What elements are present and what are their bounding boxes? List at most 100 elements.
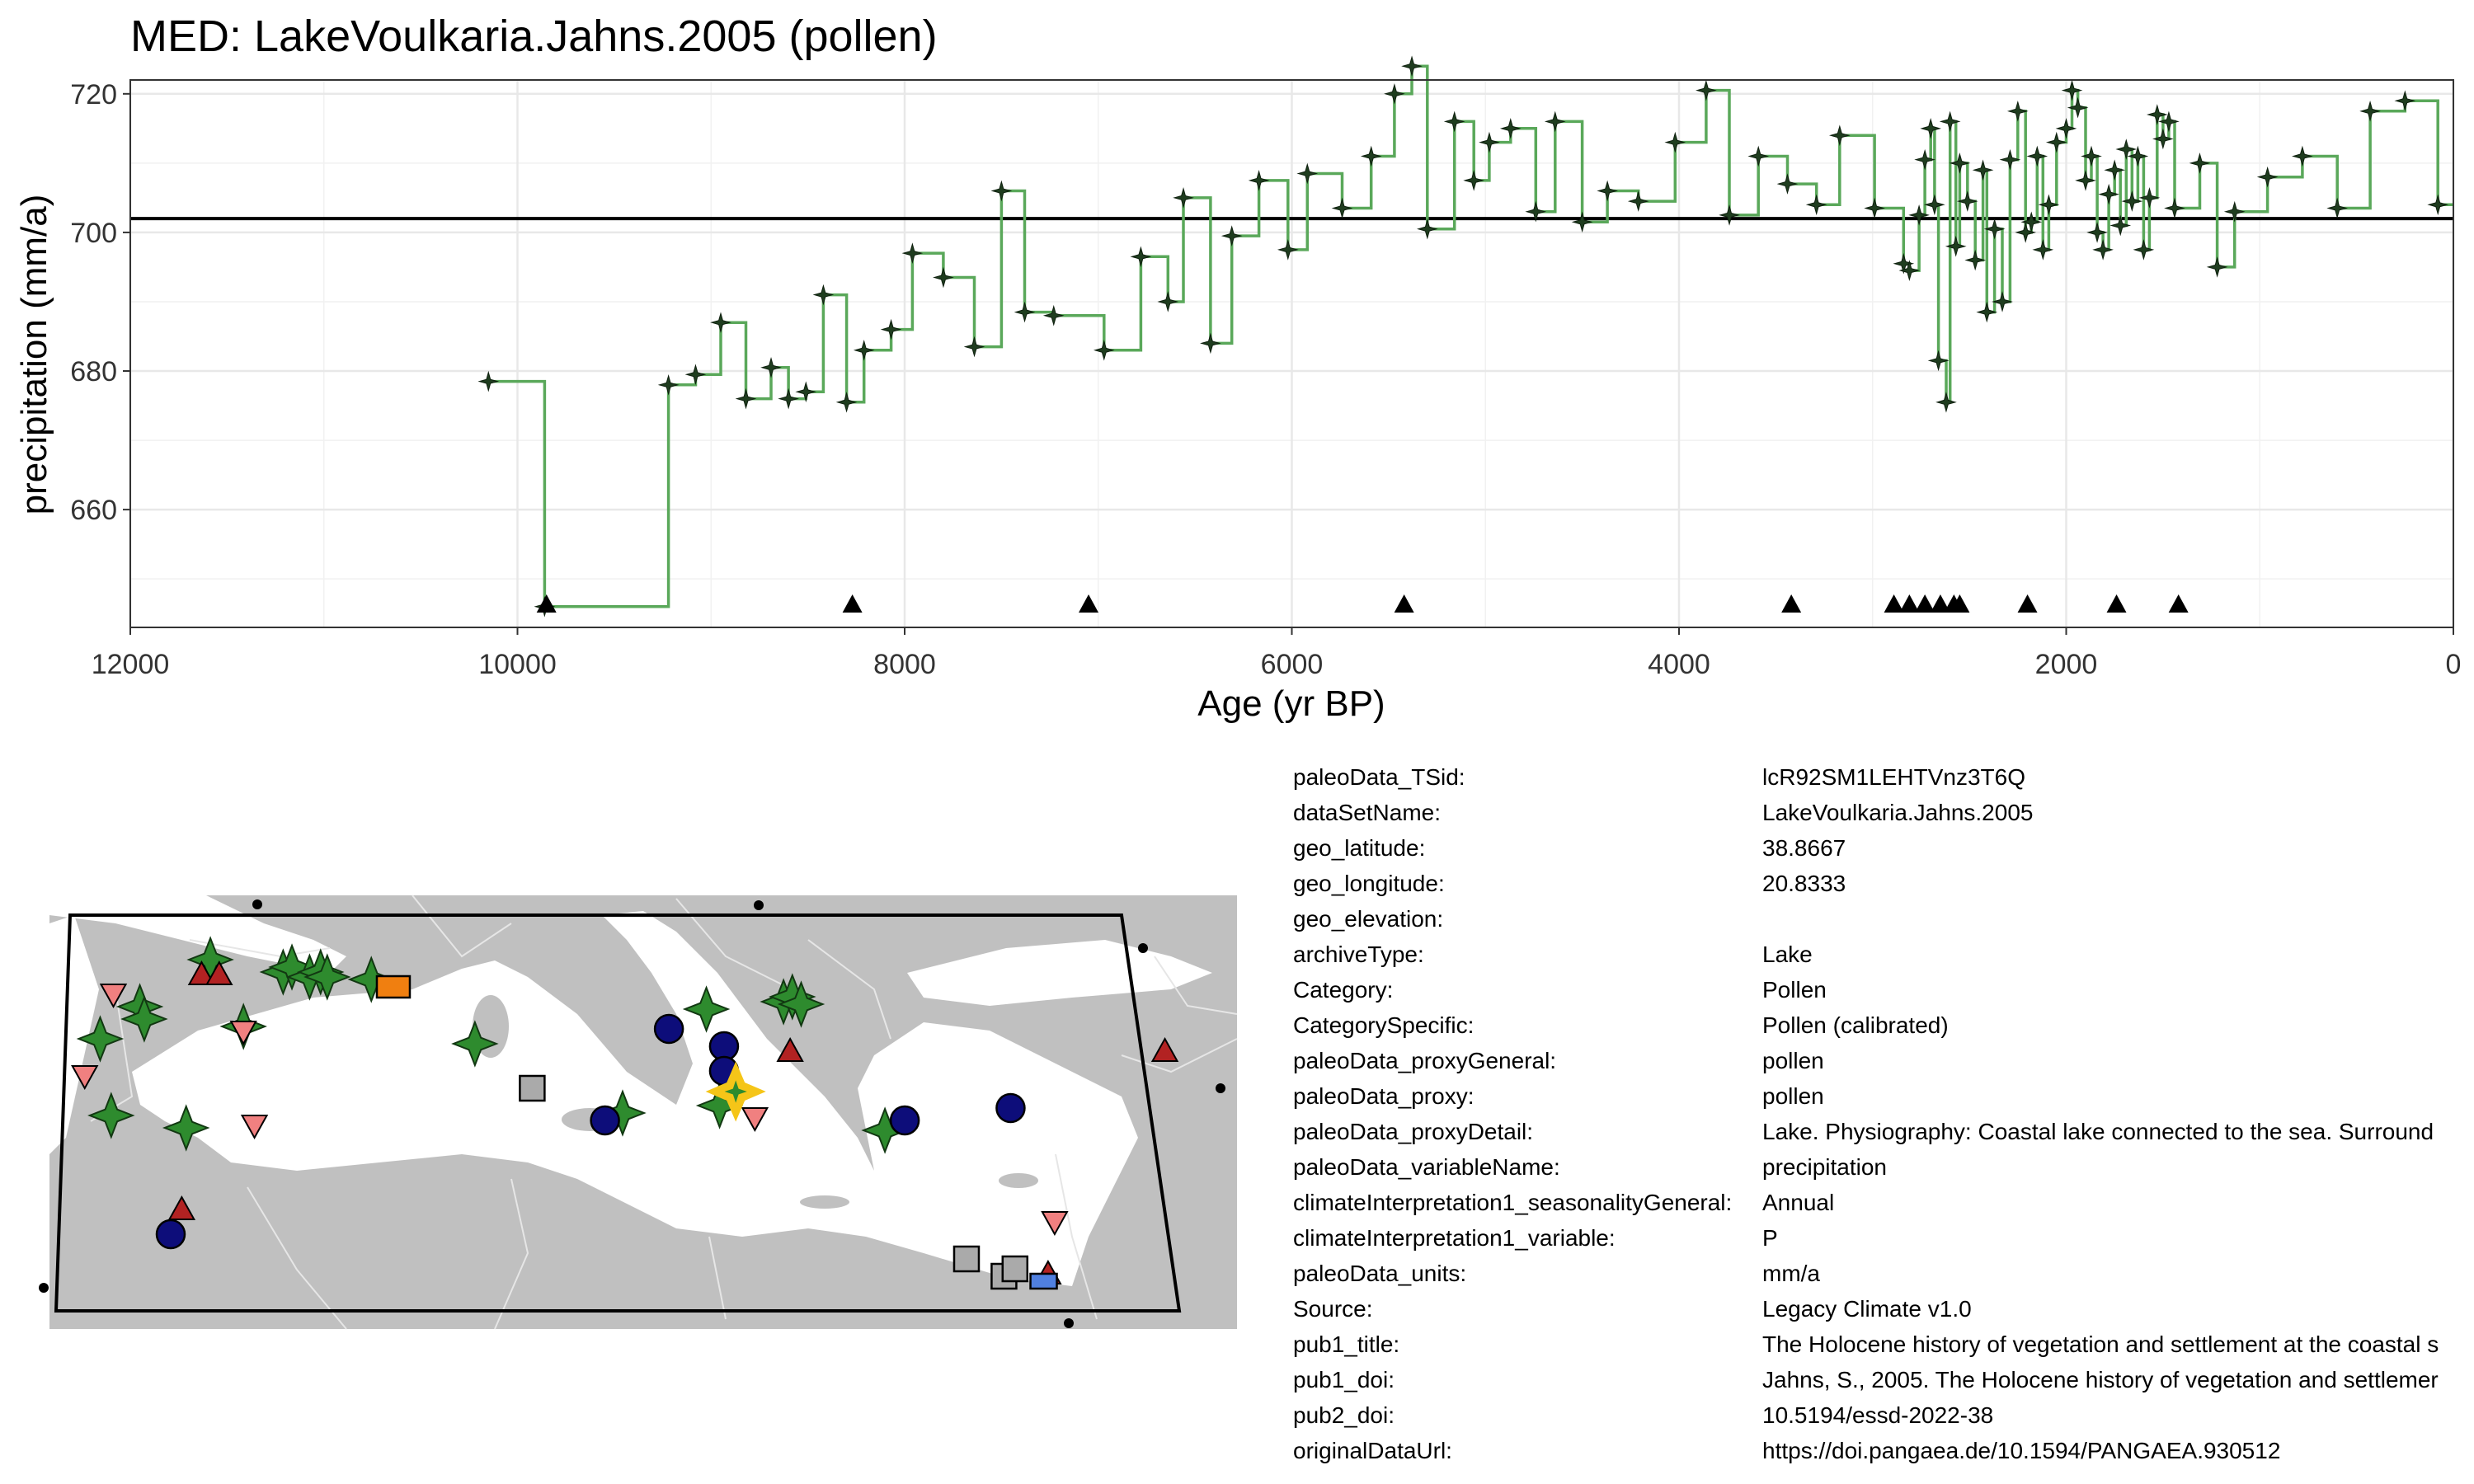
age-control-marker (1950, 594, 1970, 613)
data-point (1093, 339, 1115, 361)
metadata-key: geo_longitude: (1293, 871, 1445, 896)
data-point (1571, 211, 1593, 233)
site-marker-star (120, 995, 168, 1043)
site-marker-square (1001, 1255, 1029, 1283)
data-point (1864, 197, 1885, 219)
data-point (684, 364, 707, 386)
data-point (1949, 153, 1971, 174)
data-point (1972, 159, 1994, 181)
metadata-value: precipitation (1762, 1154, 1887, 1180)
metadata-row: CategorySpecific: Pollen (calibrated) (1293, 1007, 2474, 1043)
data-point (1042, 304, 1065, 326)
data-point (1499, 117, 1522, 139)
data-point (2158, 110, 2180, 133)
site-marker-triangle-up (167, 1195, 196, 1220)
data-point (2394, 90, 2416, 112)
site-marker-star (451, 1020, 499, 1068)
data-point (1627, 190, 1649, 212)
data-point (1360, 145, 1382, 167)
age-control-marker (1079, 594, 1099, 613)
data-point (2086, 222, 2108, 243)
x-tick-label: 0 (2446, 649, 2462, 680)
edge-dot (39, 1283, 49, 1293)
site-marker-triangle-down (99, 984, 128, 1009)
metadata-key: geo_elevation: (1293, 906, 1444, 932)
data-point (1248, 170, 1270, 191)
y-axis-title: precipitation (mm/a) (14, 195, 54, 515)
site-marker-star (268, 943, 316, 991)
metadata-row: paleoData_proxy: pollen (1293, 1078, 2474, 1114)
x-axis-title: Age (yr BP) (1197, 683, 1385, 724)
data-point (901, 242, 924, 264)
metadata-key: paleoData_TSid: (1293, 764, 1465, 790)
metadata-key: paleoData_proxy: (1293, 1083, 1475, 1109)
plot-area (129, 55, 2455, 628)
data-point (2189, 153, 2211, 174)
site-marker-star (87, 1092, 135, 1139)
metadata-value: 38.8667 (1762, 835, 1846, 861)
metadata-row: pub2_doi: 10.5194/essd-2022-38 (1293, 1397, 2474, 1433)
data-point (2152, 128, 2174, 150)
data-point (1173, 187, 1194, 209)
data-point (1416, 218, 1438, 240)
data-point (1999, 148, 2021, 171)
metadata-key: pub2_doi: (1293, 1402, 1395, 1428)
metadata-value: https://doi.pangaea.de/10.1594/PANGAEA.9… (1762, 1438, 2281, 1463)
y-tick-label: 660 (70, 495, 117, 526)
data-point (1935, 391, 1957, 413)
data-point (1221, 225, 1243, 247)
site-marker-star (682, 985, 731, 1033)
data-points (477, 55, 2449, 618)
data-point (2015, 222, 2037, 243)
age-control-marker (2168, 594, 2189, 613)
data-point (1544, 110, 1566, 133)
data-point (1920, 117, 1942, 139)
data-point (1277, 239, 1299, 261)
data-point (2115, 139, 2138, 160)
data-point (1719, 204, 1740, 226)
data-point (1696, 79, 1717, 101)
data-point (2092, 239, 2114, 261)
metadata-row: geo_latitude: 38.8667 (1293, 830, 2474, 866)
crete-island (800, 1195, 849, 1209)
metadata-row: geo_longitude: 20.8333 (1293, 866, 2474, 901)
y-tick-label: 720 (70, 79, 117, 110)
data-point (2067, 96, 2089, 119)
data-point (835, 391, 858, 413)
metadata-value: Annual (1762, 1190, 1835, 1215)
data-point (2026, 145, 2048, 167)
site-map (39, 895, 1238, 1330)
metadata-value: Legacy Climate v1.0 (1762, 1296, 1972, 1322)
x-tick-label: 4000 (1648, 649, 1710, 680)
site-marker-square (952, 1245, 981, 1273)
x-tick-label: 12000 (92, 649, 170, 680)
metadata-row: paleoData_TSid: lcR92SM1LEHTVnz3T6Q (1293, 759, 2474, 795)
site-marker-star (76, 1015, 125, 1063)
metadata-row: climateInterpretation1_variable: P (1293, 1220, 2474, 1256)
metadata-value: pollen (1762, 1048, 1824, 1073)
edge-dot (1064, 1318, 1074, 1328)
data-point (2206, 256, 2228, 278)
data-point (2098, 183, 2119, 205)
data-point (963, 336, 985, 358)
metadata-key: pub1_doi: (1293, 1367, 1395, 1392)
age-control-marker (1781, 594, 1802, 613)
metadata-row: Category: Pollen (1293, 972, 2474, 1007)
x-tick-label: 2000 (2035, 649, 2098, 680)
data-point (1828, 124, 1851, 147)
data-point (2104, 159, 2126, 181)
atlantic-sea (49, 915, 99, 1154)
metadata-value: mm/a (1762, 1261, 1820, 1286)
metadata-value: Pollen (1762, 977, 1827, 1003)
site-marker-triangle-down (240, 1115, 269, 1140)
site-marker-triangle-up (776, 1036, 804, 1062)
metadata-row: dataSetName: LakeVoulkaria.Jahns.2005 (1293, 795, 2474, 830)
age-control-marker (1930, 594, 1950, 613)
metadata-value: 20.8333 (1762, 871, 1846, 896)
data-point (1983, 218, 2006, 240)
data-point (1992, 291, 2013, 312)
data-point (1597, 180, 1618, 202)
data-point (2121, 190, 2143, 212)
data-point (2055, 117, 2077, 139)
x-tick-label: 8000 (873, 649, 936, 680)
